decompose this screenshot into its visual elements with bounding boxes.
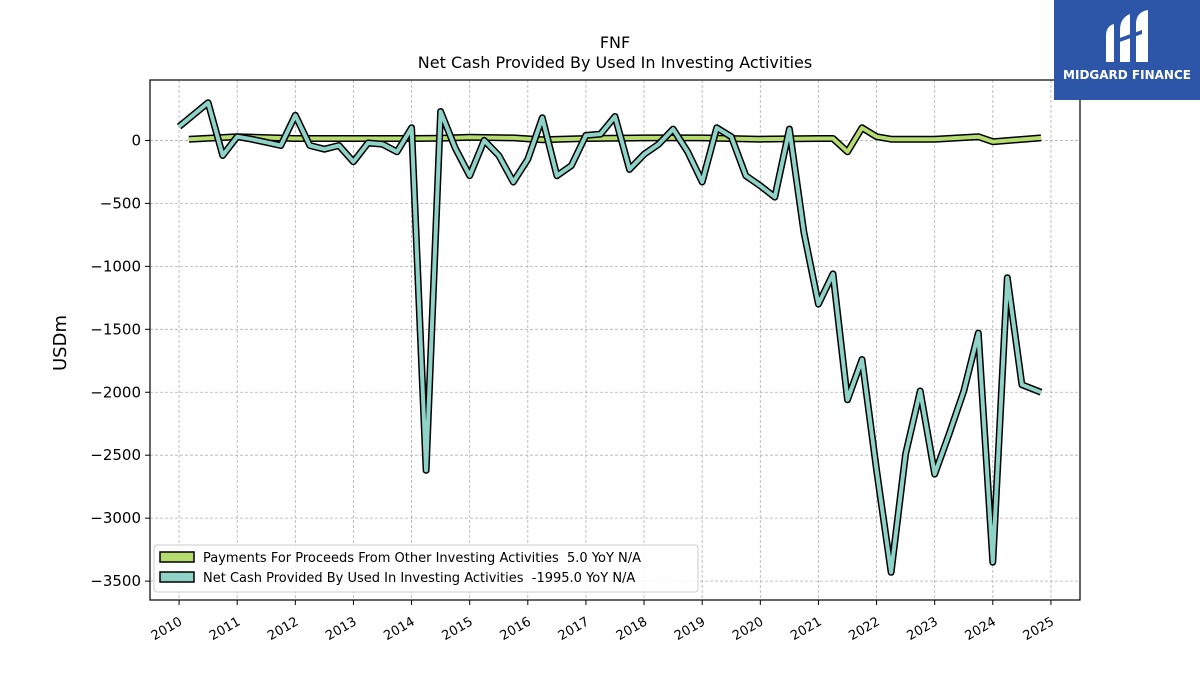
y-tick-label: −3000 [90, 509, 141, 527]
x-tick-label: 2014 [381, 614, 417, 644]
y-tick-label: −2500 [90, 446, 141, 464]
y-axis-label: USDm [50, 315, 71, 371]
legend-box [153, 544, 699, 593]
x-tick-label: 2024 [963, 614, 999, 644]
x-tick-label: 2013 [323, 614, 359, 644]
x-tick-label: 2012 [265, 614, 301, 644]
midgard-logo-icon [1106, 10, 1148, 62]
series-2-line [177, 100, 1042, 575]
brand-name: MIDGARD FINANCE [1063, 68, 1191, 82]
chart-title: FNF [600, 33, 630, 52]
x-tick-label: 2010 [149, 614, 185, 644]
x-tick-label: 2016 [498, 614, 534, 644]
legend-label: Net Cash Provided By Used In Investing A… [203, 571, 635, 586]
x-tick-label: 2019 [672, 614, 708, 644]
y-tick-label: −500 [100, 194, 141, 212]
chart-subtitle: Net Cash Provided By Used In Investing A… [418, 53, 812, 72]
brand-logo: MIDGARD FINANCE [1054, 0, 1200, 100]
x-tick-label: 2015 [440, 614, 476, 644]
x-tick-label: 2018 [614, 614, 650, 644]
legend-swatch [159, 571, 195, 583]
legend: Payments For Proceeds From Other Investi… [153, 544, 699, 593]
x-tick-label: 2017 [556, 614, 592, 644]
x-tick-label: 2021 [788, 614, 824, 644]
plot-frame [149, 79, 1081, 601]
grid-lines [150, 80, 1080, 600]
legend-swatch [159, 551, 195, 563]
y-tick-label: 0 [131, 131, 141, 149]
series-1-line [188, 125, 1042, 154]
y-tick-label: −3500 [90, 572, 141, 590]
x-tick-label: 2025 [1021, 614, 1057, 644]
series-2-outline [176, 99, 1043, 576]
x-tick-label: 2020 [730, 614, 766, 644]
x-tick-label: 2011 [207, 614, 243, 644]
y-tick-label: −2000 [90, 383, 141, 401]
series-lines [176, 99, 1043, 576]
x-tick-label: 2023 [905, 614, 941, 644]
x-tick-label: 2022 [846, 614, 882, 644]
legend-label: Payments For Proceeds From Other Investi… [203, 551, 641, 566]
y-tick-label: −1500 [90, 320, 141, 338]
y-tick-label: −1000 [90, 257, 141, 275]
